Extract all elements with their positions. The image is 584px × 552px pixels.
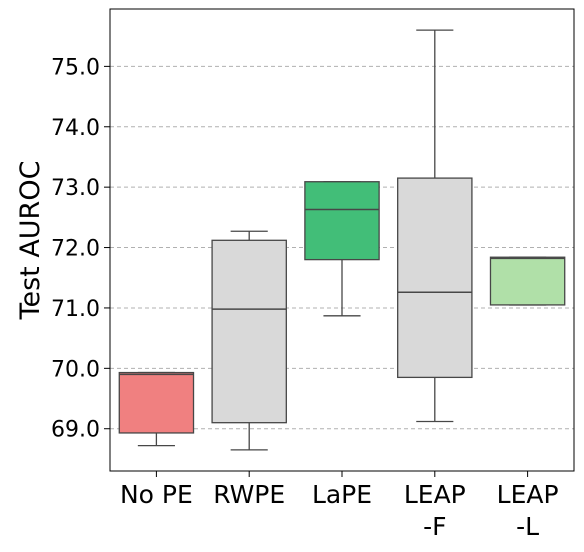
x-tick-label: RWPE (213, 480, 285, 509)
y-tick-label: 71.0 (51, 297, 100, 322)
boxes (118, 29, 566, 451)
y-axis-title: Test AUROC (15, 161, 46, 321)
iqr-box (397, 177, 473, 379)
y-tick-label: 74.0 (51, 116, 100, 141)
x-tick-label: No PE (120, 480, 193, 509)
iqr-box (489, 256, 566, 306)
box-group (211, 230, 287, 451)
box-group (118, 371, 195, 447)
iqr-box (304, 181, 380, 261)
iqr-box (211, 239, 287, 424)
iqr-box (118, 371, 195, 434)
y-tick-label: 70.0 (51, 357, 100, 382)
x-axis-ticks: No PE RWPE LaPE LEAP -F LEAP -L (120, 471, 559, 541)
y-tick-label: 75.0 (51, 55, 100, 80)
y-axis-ticks: 69.0 70.0 71.0 72.0 73.0 74.0 75.0 (51, 55, 110, 443)
x-tick-label: LEAP (497, 480, 559, 509)
y-tick-label: 69.0 (51, 418, 100, 443)
box-group (304, 181, 380, 317)
y-tick-label: 72.0 (51, 237, 100, 262)
x-tick-label: -L (516, 512, 539, 541)
x-tick-label: -F (423, 512, 446, 541)
x-tick-label: LaPE (312, 480, 372, 509)
x-tick-label: LEAP (404, 480, 466, 509)
y-tick-label: 73.0 (51, 176, 100, 201)
box-group (489, 256, 566, 306)
box-group (397, 29, 473, 423)
